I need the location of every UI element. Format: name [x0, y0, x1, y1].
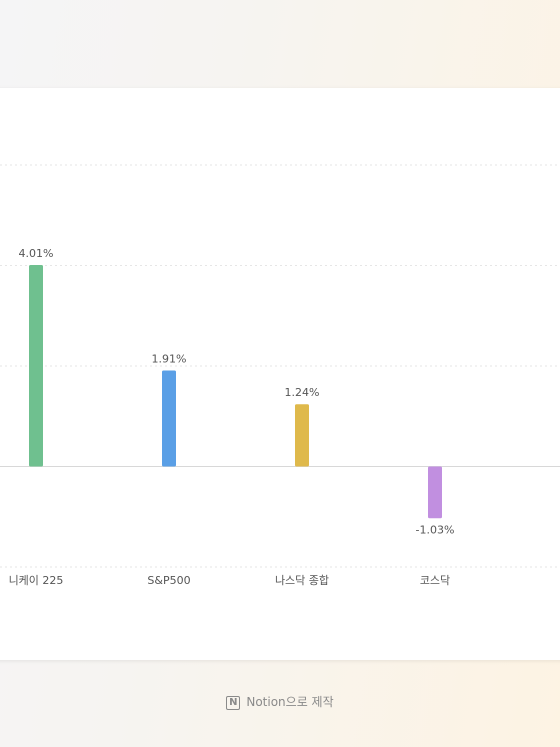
bar [162, 370, 176, 467]
x-tick-label: 니케이 225 [9, 574, 64, 587]
footer-text[interactable]: Notion으로 제작 [246, 695, 334, 709]
bar [29, 264, 43, 467]
value-label: 1.91% [152, 353, 187, 366]
bar [295, 404, 309, 467]
x-tick-label: 코스닥 [420, 574, 450, 587]
value-label: 4.01% [19, 247, 54, 260]
footer[interactable]: N Notion으로 제작 [0, 693, 560, 710]
value-label: 1.24% [285, 386, 320, 399]
notion-logo: N [226, 695, 241, 710]
x-tick-label: 나스닥 종합 [275, 574, 329, 587]
chart-card [0, 88, 560, 660]
bar [428, 466, 442, 519]
x-tick-label: S&P500 [147, 574, 190, 587]
value-label: -1.03% [416, 523, 455, 536]
